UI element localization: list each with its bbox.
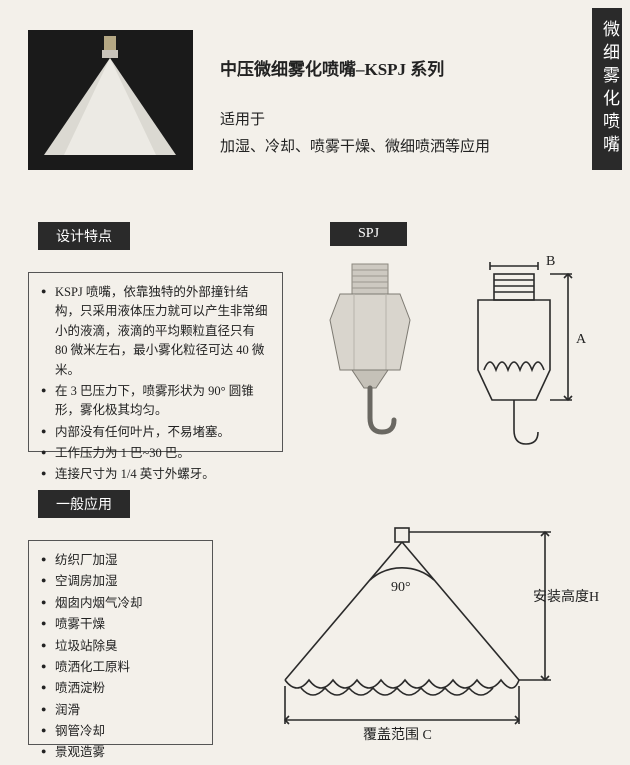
label-applications: 一般应用 bbox=[38, 490, 130, 518]
design-feature-item: 工作压力为 1 巴~30 巴。 bbox=[41, 444, 270, 463]
nozzle-photo bbox=[310, 260, 430, 440]
design-feature-item: 在 3 巴压力下，喷雾形状为 90° 圆锥形，雾化极其均匀。 bbox=[41, 382, 270, 421]
design-feature-item: 连接尺寸为 1/4 英寸外螺牙。 bbox=[41, 465, 270, 484]
applications-list: 纺织厂加湿空调房加湿烟囱内烟气冷却喷雾干燥垃圾站除臭喷洒化工原料喷洒淀粉润滑钢管… bbox=[41, 551, 200, 763]
application-item: 喷洒化工原料 bbox=[41, 658, 200, 677]
coverage-label: 覆盖范围 C bbox=[363, 724, 432, 744]
page-title: 中压微细雾化喷嘴–KSPJ 系列 bbox=[220, 55, 580, 80]
dim-label-a: A bbox=[576, 332, 586, 348]
dim-label-b: B bbox=[546, 254, 555, 270]
schematic-dimensions: B A bbox=[450, 250, 590, 460]
design-feature-item: KSPJ 喷嘴，依靠独特的外部撞针结构，只采用液体压力就可以产生非常细小的液滴，… bbox=[41, 283, 270, 380]
cone-angle-label: 90° bbox=[391, 580, 411, 596]
hero-spray-photo bbox=[28, 30, 193, 170]
title-block: 中压微细雾化喷嘴–KSPJ 系列 适用于 加湿、冷却、喷雾干燥、微细喷洒等应用 bbox=[220, 55, 580, 156]
application-item: 烟囱内烟气冷却 bbox=[41, 594, 200, 613]
application-item: 润滑 bbox=[41, 701, 200, 720]
application-item: 垃圾站除臭 bbox=[41, 637, 200, 656]
application-item: 喷洒淀粉 bbox=[41, 679, 200, 698]
application-item: 纺织厂加湿 bbox=[41, 551, 200, 570]
subtitle-apps: 加湿、冷却、喷雾干燥、微细喷洒等应用 bbox=[220, 135, 580, 156]
cone-coverage-diagram: 90° 安装高度H 覆盖范围 C bbox=[245, 520, 595, 745]
application-item: 空调房加湿 bbox=[41, 572, 200, 591]
label-design-features: 设计特点 bbox=[38, 222, 130, 250]
application-item: 喷雾干燥 bbox=[41, 615, 200, 634]
label-spj: SPJ bbox=[330, 222, 407, 246]
design-features-list: KSPJ 喷嘴，依靠独特的外部撞针结构，只采用液体压力就可以产生非常细小的液滴，… bbox=[41, 283, 270, 485]
application-item: 景观造雾 bbox=[41, 743, 200, 762]
design-feature-item: 内部没有任何叶片，不易堵塞。 bbox=[41, 423, 270, 442]
design-features-box: KSPJ 喷嘴，依靠独特的外部撞针结构，只采用液体压力就可以产生非常细小的液滴，… bbox=[28, 272, 283, 452]
subtitle-lead: 适用于 bbox=[220, 108, 580, 129]
install-height-label: 安装高度H bbox=[533, 586, 603, 606]
applications-box: 纺织厂加湿空调房加湿烟囱内烟气冷却喷雾干燥垃圾站除臭喷洒化工原料喷洒淀粉润滑钢管… bbox=[28, 540, 213, 745]
side-category-tab: 微细雾化喷嘴 bbox=[592, 8, 622, 170]
application-item: 钢管冷却 bbox=[41, 722, 200, 741]
